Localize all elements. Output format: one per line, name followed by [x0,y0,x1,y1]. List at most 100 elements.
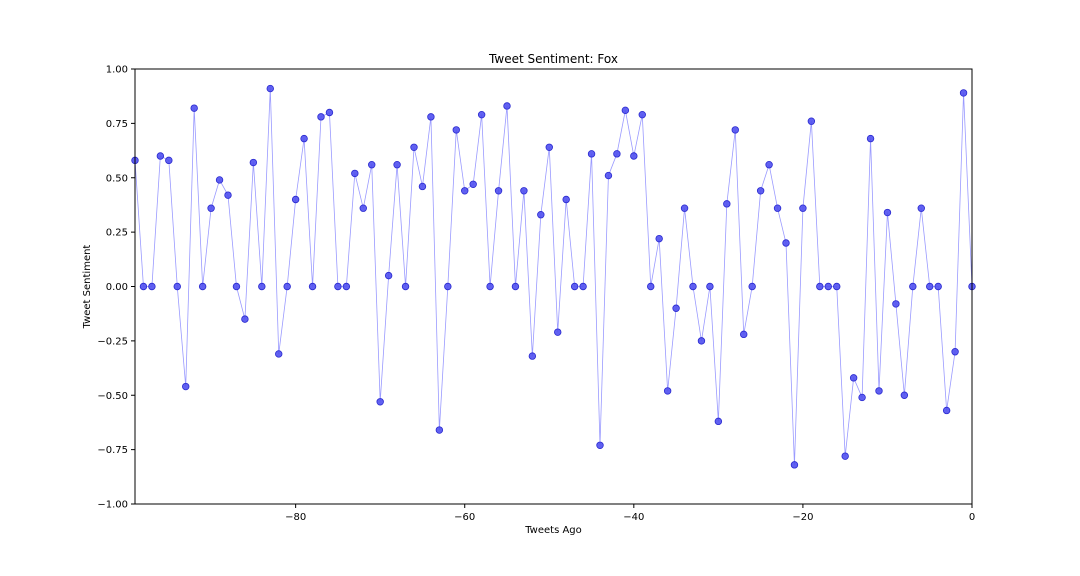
data-point [630,152,638,160]
data-point [156,152,165,160]
data-point [461,187,469,195]
data-point [325,108,334,117]
y-tick-label: −0.25 [97,336,128,347]
data-point [562,195,570,204]
plot-layer [131,84,976,469]
data-point [680,204,689,212]
data-point [706,282,714,291]
data-point [291,195,300,204]
data-point [638,110,646,119]
series-line [134,88,973,465]
y-tick-label: 0.00 [106,282,128,293]
data-point [198,282,207,291]
data-point [359,204,367,212]
data-point [951,348,959,356]
data-point [672,304,680,312]
data-point [308,282,317,291]
data-point [816,282,824,291]
axes-layer: −80 −60 −40 −20 0 −1.00 −0.75 −0.50 −0.25 0.00 0.2… [97,65,975,524]
data-point [926,282,934,291]
data-point [275,350,283,358]
data-point [300,134,308,143]
data-point [849,374,858,382]
data-point [545,143,553,151]
data-point [528,352,537,360]
data-point [655,234,663,243]
data-point [351,169,359,178]
data-point [647,282,655,291]
y-tick-label: −1.00 [97,500,128,511]
data-point [959,89,968,97]
data-point [477,110,486,119]
y-axis-label: Tweet Sentiment [82,245,93,330]
data-point [215,176,224,184]
data-point [537,211,545,219]
data-point [790,461,799,469]
data-point [613,150,621,158]
data-point [596,441,604,449]
data-point [892,300,900,308]
data-point [469,180,477,188]
data-point [621,106,630,115]
data-point [283,282,291,291]
data-point [232,282,241,291]
data-point [554,328,562,336]
x-axis-label: Tweets Ago [524,525,582,536]
data-point [942,406,951,415]
data-point [900,391,909,399]
data-point [773,204,782,212]
data-point [486,282,494,291]
data-point [418,182,427,191]
data-point [173,282,181,291]
data-point [883,208,892,217]
data-point [714,417,723,426]
data-point [334,282,342,291]
data-point [909,282,917,291]
data-point [494,187,503,195]
x-tick-label: −20 [792,512,813,523]
data-point [765,160,773,169]
data-point [427,113,435,121]
data-point [748,282,756,291]
data-point [435,426,444,434]
data-point [756,187,765,195]
chart-title: Tweet Sentiment: Fox [488,52,618,66]
data-point [875,387,883,395]
data-point [833,282,841,291]
data-point [663,387,672,395]
y-tick-label: 0.75 [106,119,128,130]
data-point [241,315,249,323]
data-point [148,282,156,291]
data-point [858,393,866,402]
data-point [579,282,587,291]
data-point [782,239,790,247]
data-point [520,187,528,195]
data-point [165,156,173,165]
data-point [917,204,925,212]
y-tick-label: −0.75 [97,445,128,456]
data-point [258,282,266,291]
data-point [934,282,942,291]
data-point [410,143,418,151]
data-point [503,102,511,110]
data-point [799,204,807,212]
data-point [368,160,376,169]
data-point [393,160,401,169]
data-point [224,191,232,199]
data-point [697,337,706,345]
data-point [266,84,274,93]
data-point [452,126,460,134]
data-point [740,330,748,339]
y-tick-label: 0.25 [106,228,128,239]
data-point [317,113,325,121]
data-point [401,282,410,291]
data-point [689,282,697,291]
data-point [723,200,731,208]
data-point [604,171,613,180]
data-point [731,126,739,134]
y-tick-label: −0.50 [97,391,128,402]
x-tick-label: −80 [285,512,306,523]
y-tick-label: 1.00 [106,65,128,76]
data-point [570,282,579,291]
